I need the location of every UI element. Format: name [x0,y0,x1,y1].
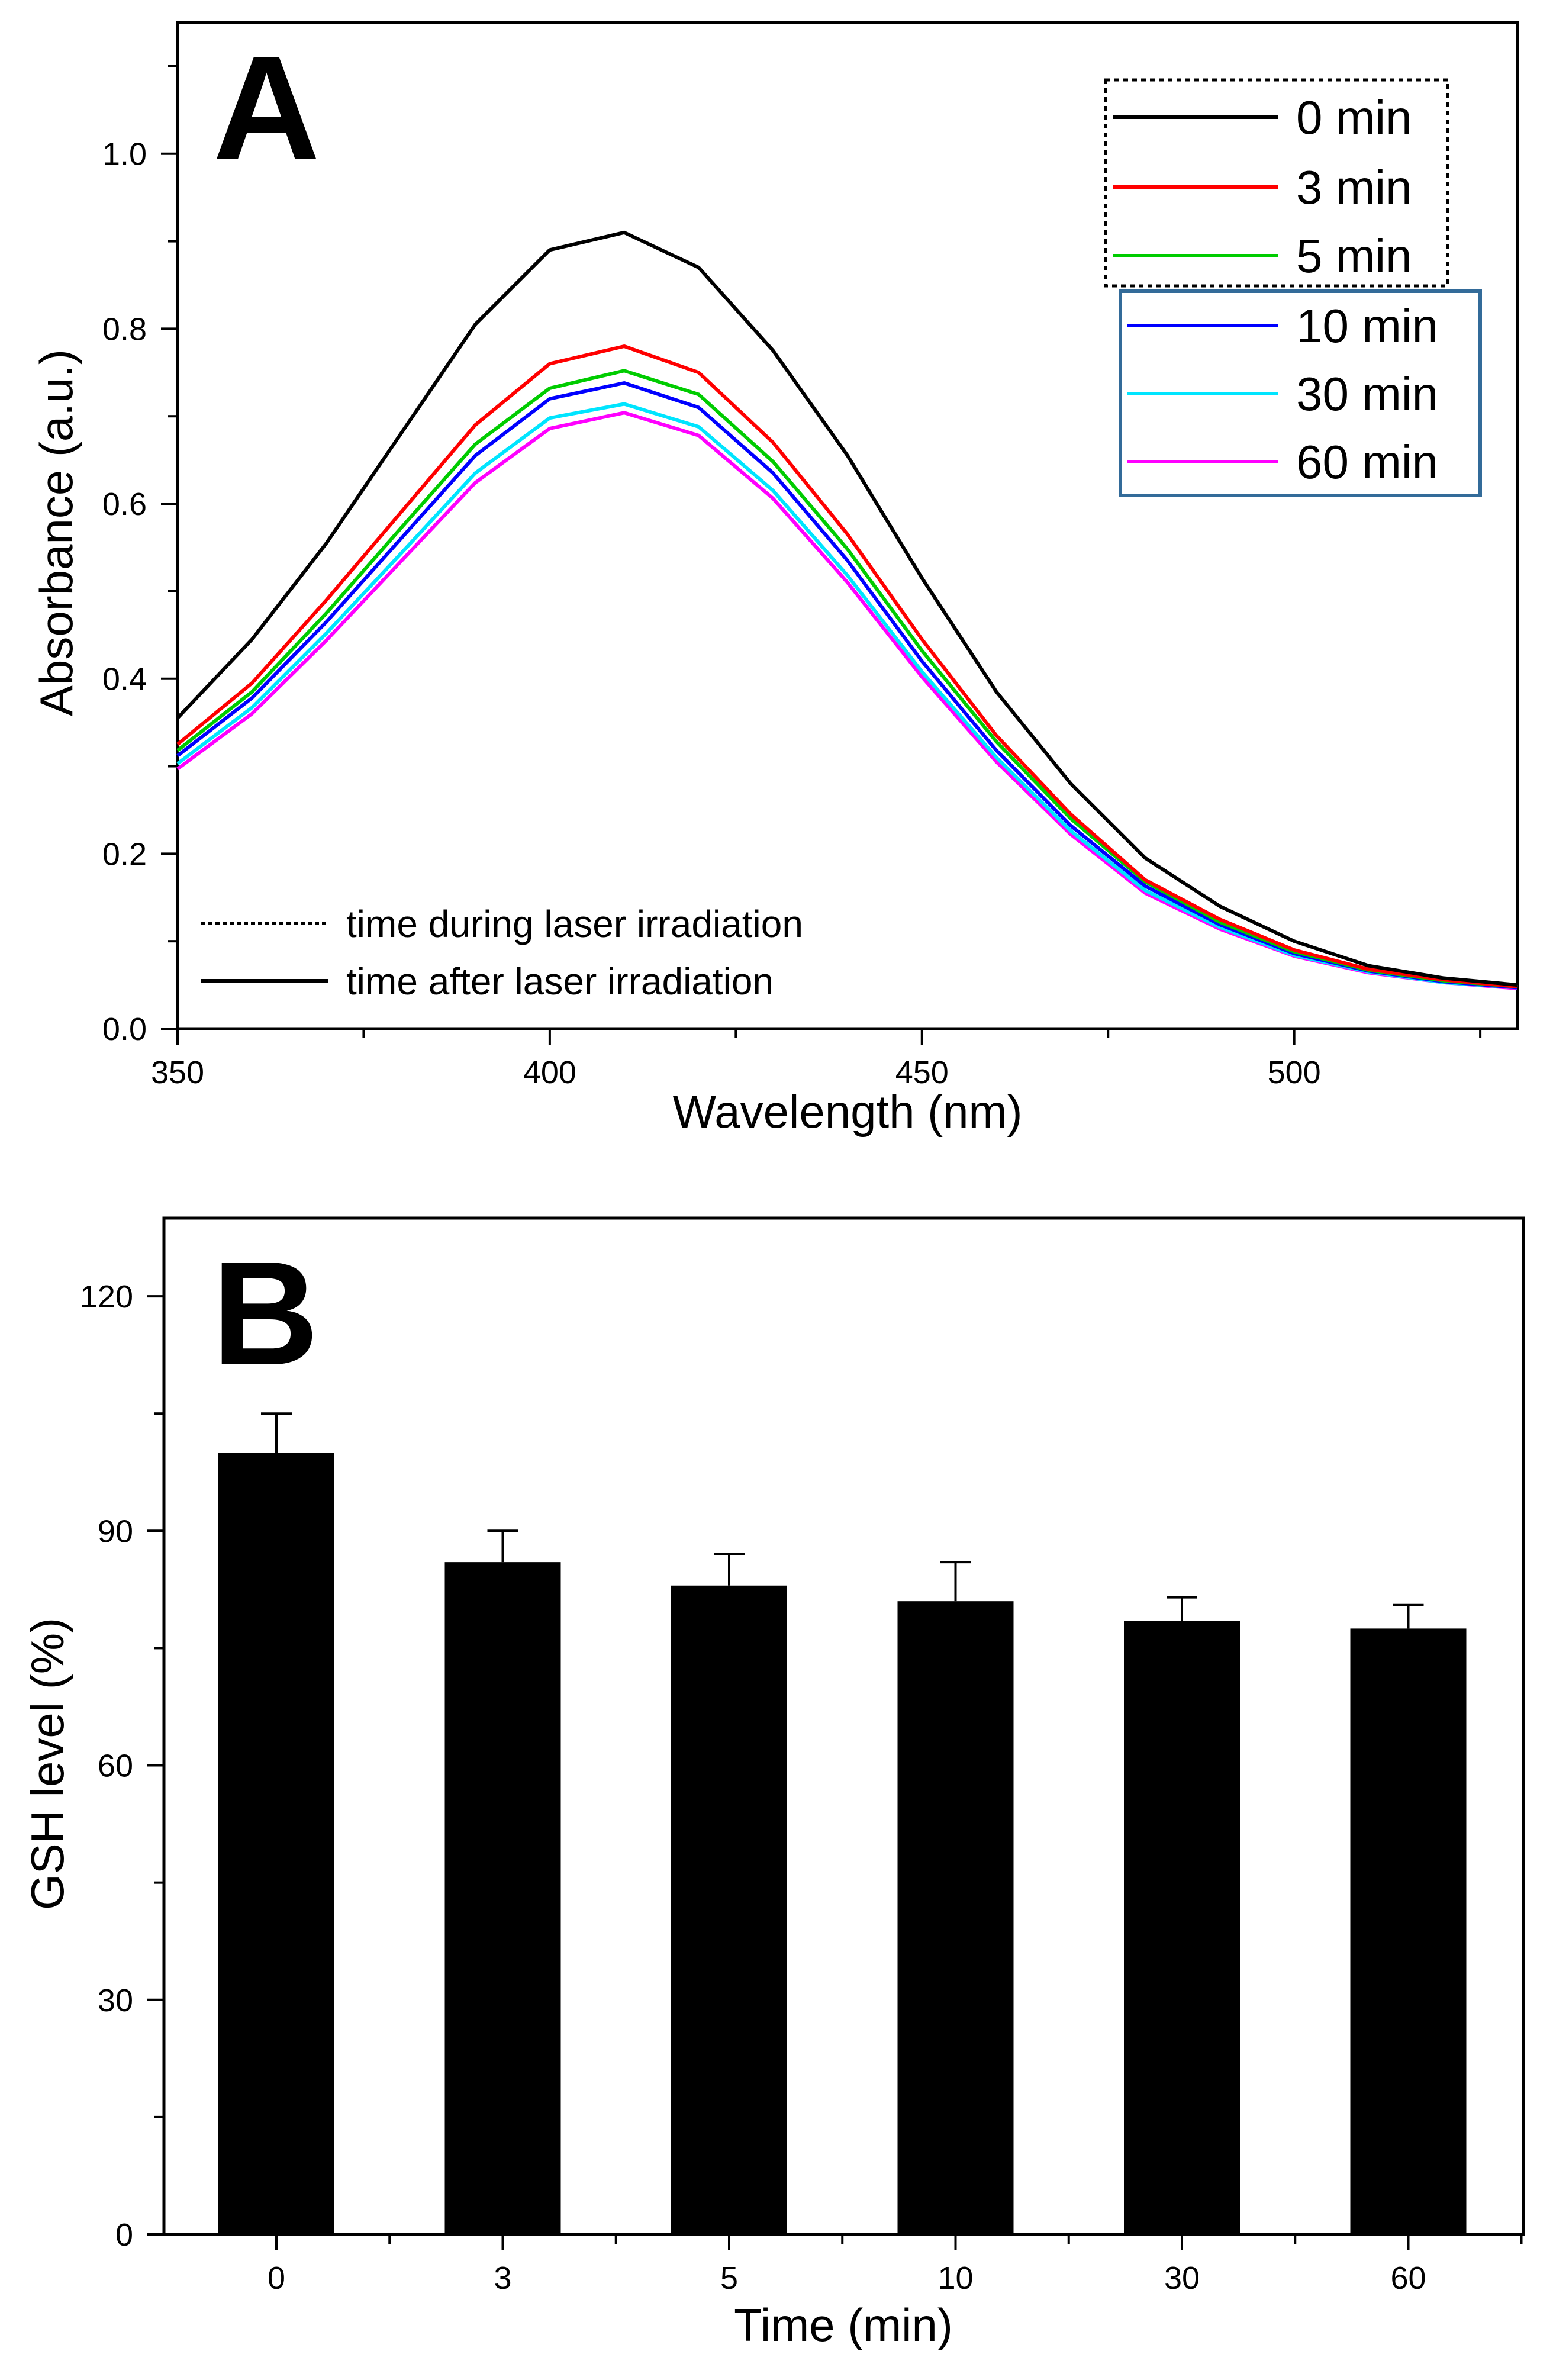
panel-b-y-ticks: 0 30 60 90 120 [80,1279,164,2253]
panel-b-x-axis-title: Time (min) [734,2299,953,2351]
x-tick-label: 400 [523,1055,576,1090]
x-tick-label: 350 [151,1055,204,1090]
legend-label-30-min: 30 min [1296,368,1438,420]
panel-b-bars [218,1412,1467,2234]
y-tick-label: 0.2 [102,836,147,872]
panel-a-y-axis-title: Absorbance (a.u.) [30,349,82,716]
panel-a-x-ticks: 350 400 450 500 [151,1029,1482,1090]
panel-a-plot-frame [176,21,1519,1030]
panel-b-y-axis-title: GSH level (%) [21,1618,73,1910]
series-line-3-min [176,344,1518,988]
legend-box-during [1104,78,1449,288]
x-tick-label: 5 [720,2260,738,2296]
panel-a-line-chart: 350 400 450 500 0.0 0.2 0.4 0.6 0.8 1.0 A Wavele… [30,21,1519,1138]
bar-5 [671,1585,787,2234]
x-tick-label: 0 [268,2260,285,2296]
panel-b-plot-frame [162,1216,1525,2236]
series-line-0-min [176,230,1518,987]
x-tick-label: 500 [1268,1055,1321,1090]
y-tick-label: 0.0 [102,1012,147,1047]
panel-b-bar-chart: 0 30 60 90 120 0 3 5 10 30 60 B Time (min) GSH le… [21,1216,1525,2351]
legend-label-3-min: 3 min [1296,161,1412,214]
panel-a-legend: 0 min 3 min 5 min 10 min 30 min 60 min [1113,91,1438,488]
legend-label-10-min: 10 min [1296,299,1438,352]
panel-b-letter: B [212,1231,319,1396]
y-tick-label: 90 [98,1513,133,1549]
y-tick-label: 120 [80,1279,133,1315]
y-tick-label: 0.6 [102,487,147,522]
legend-label-5-min: 5 min [1296,230,1412,282]
bar-10 [897,1601,1014,2234]
panel-a-x-axis-title: Wavelength (nm) [673,1086,1023,1138]
bar-3 [444,1562,561,2234]
y-tick-label: 0.4 [102,662,147,697]
y-tick-label: 0.8 [102,311,147,347]
y-tick-label: 1.0 [102,137,147,172]
legend-box-after [1119,289,1482,497]
x-tick-label: 450 [895,1055,949,1090]
x-tick-label: 60 [1390,2260,1426,2296]
panel-a-series-lines [176,230,1518,990]
panel-a-letter: A [213,25,320,190]
y-tick-label: 0 [115,2217,133,2253]
bar-30 [1124,1621,1240,2234]
note-after-irradiation: time after laser irradiation [346,960,774,1003]
note-during-irradiation: time during laser irradiation [346,903,803,945]
x-tick-label: 30 [1164,2260,1200,2296]
x-tick-label: 3 [494,2260,511,2296]
panel-b-x-ticks: 0 3 5 10 30 60 [268,2234,1523,2296]
y-tick-label: 30 [98,1983,133,2018]
bar-60 [1350,1628,1467,2234]
legend-label-60-min: 60 min [1296,436,1438,488]
panel-a-y-ticks: 0.0 0.2 0.4 0.6 0.8 1.0 [102,65,178,1047]
legend-label-0-min: 0 min [1296,91,1412,144]
bar-0 [218,1453,334,2234]
series-line-30-min [176,402,1518,990]
y-tick-label: 60 [98,1748,133,1784]
x-tick-label: 10 [937,2260,973,2296]
